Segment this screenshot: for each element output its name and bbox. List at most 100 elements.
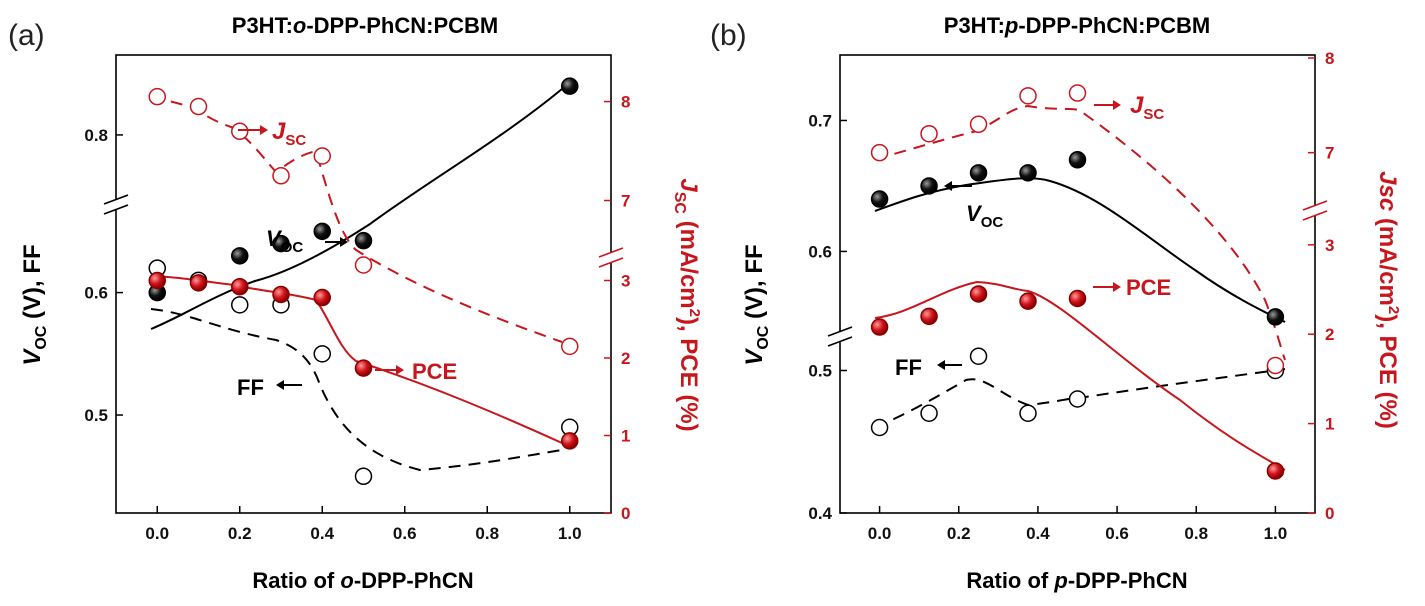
panel-b-left-tick-label: 0.4 — [808, 504, 832, 523]
panel-b-ff-point — [969, 347, 988, 365]
panel-a-ff-point — [313, 345, 331, 363]
panel-a-x-tick-label: 0.4 — [310, 524, 334, 543]
panel-a-left-tick-label: 0.8 — [84, 126, 108, 145]
panel-b-annotations: VOC FF JSC PCE — [895, 92, 1171, 380]
panel-a-right-tick-label: 0 — [621, 504, 630, 523]
panel-a-voc-point — [354, 231, 373, 250]
panel-b-voc-point — [1019, 164, 1037, 182]
panel-a-right-tick-label: 8 — [621, 93, 630, 112]
panel-b-jsc-arrow — [1094, 100, 1121, 110]
panel-b-marks — [870, 84, 1285, 480]
panel-b-ff-arrow — [937, 360, 962, 370]
panel-a-right-break — [598, 247, 624, 268]
panel-b-x-tick-label: 0.8 — [1184, 524, 1208, 543]
panel-b-label: (b) — [710, 19, 747, 52]
panel-b-jsc-point — [920, 124, 938, 143]
panel-a-jsc-point — [561, 337, 579, 356]
panel-b-right-tick-label: 2 — [1325, 325, 1334, 344]
panel-a-voc-line — [150, 88, 563, 330]
panel-b-voc-point — [1068, 151, 1087, 169]
panel-a-pce-line — [150, 275, 563, 444]
panel-b-x-axis-label: Ratio of p-DPP-PhCN — [966, 568, 1187, 593]
panel-b-ff-point — [870, 418, 889, 437]
panel-b-voc-arrow — [944, 181, 972, 191]
panel-b-left-axis-label: VOC (V), FF — [741, 244, 772, 365]
panel-a-voc-point — [561, 77, 579, 95]
panel-a-voc-arrow — [325, 237, 348, 247]
panel-a-pce-point — [561, 432, 579, 450]
panel-b-ff-point — [920, 404, 938, 422]
panel-a: (a) P3HT:o-DPP-PhCN:PCBM 0.0 0.2 0.4 0.6 0.8… — [8, 13, 703, 593]
panel-b-ff-point — [1068, 390, 1087, 408]
panel-b-left-tick-label: 0.6 — [808, 242, 832, 261]
panel-b-left-tick-label: 0.7 — [808, 111, 832, 130]
panel-a-plot-frame — [115, 54, 612, 514]
panel-a-voc-annotation: VOC — [266, 226, 303, 256]
panel-b-right-break — [1302, 200, 1328, 221]
panel-a-right-tick-label: 1 — [621, 427, 630, 446]
panel-a-voc-point — [313, 222, 331, 241]
panel-b-pce-line — [874, 280, 1286, 471]
panel-a-jsc-point — [189, 97, 208, 116]
panel-a-jsc-point — [313, 147, 331, 165]
panel-a-marks — [148, 77, 579, 486]
panel-b-left-tick-label: 0.5 — [808, 362, 832, 381]
panel-a-jsc-arrow — [238, 125, 268, 135]
panel-a-jsc-annotation: JSC — [272, 118, 306, 149]
panel-b-right-tick-label: 7 — [1325, 144, 1334, 163]
panel-b-jsc-point — [870, 143, 889, 162]
panel-b-voc-annotation: VOC — [966, 201, 1003, 231]
panel-a-pce-arrow — [375, 365, 404, 375]
panel-a-left-tick-label: 0.6 — [84, 284, 108, 303]
panel-a-voc-point — [231, 247, 249, 265]
panel-b-jsc-point — [969, 115, 988, 134]
panel-a-jsc-point — [354, 256, 373, 274]
panel-b-voc-line — [874, 177, 1286, 323]
panel-b-plot-frame — [839, 54, 1316, 514]
panel-a-title: P3HT:o-DPP-PhCN:PCBM — [232, 13, 498, 38]
panel-a-pce-point — [354, 359, 373, 377]
panel-b-pce-point — [1019, 292, 1037, 310]
panel-b-x-tick-label: 0.0 — [868, 524, 892, 543]
panel-a-ff-annotation: FF — [237, 375, 264, 400]
panel-b-right-tick-label: 0 — [1325, 504, 1334, 523]
panel-b-voc-point — [920, 177, 938, 195]
panel-b-pce-annotation: PCE — [1126, 275, 1171, 300]
panel-a-x-axis-label: Ratio of o-DPP-PhCN — [252, 568, 473, 593]
panel-a-left-break — [103, 194, 129, 215]
panel-b-right-tick-label: 3 — [1325, 236, 1334, 255]
panel-a-ff-point — [231, 296, 249, 314]
panel-b-voc-point — [1266, 308, 1285, 326]
panel-b-voc-point — [969, 164, 988, 182]
panel-b-x-tick-label: 0.6 — [1105, 524, 1129, 543]
panel-b-pce-point — [969, 285, 988, 303]
panel-a-right-tick-label: 7 — [621, 192, 630, 211]
panel-b-jsc-annotation: JSC — [1130, 92, 1164, 123]
panel-a-pce-annotation: PCE — [412, 359, 457, 384]
panel-a-pce-point — [313, 288, 331, 307]
panel-a-pce-point — [189, 274, 208, 292]
panel-b-jsc-point — [1068, 84, 1087, 102]
panel-a-x-tick-label: 0.8 — [475, 524, 499, 543]
panel-a-lines — [150, 88, 563, 472]
panel-b-pce-point — [870, 318, 889, 336]
panel-a-jsc-point — [231, 122, 249, 141]
panel-a-pce-point — [148, 271, 166, 290]
panel-b-jsc-point — [1019, 87, 1037, 105]
panel-a-x-tick-label: 0.2 — [228, 524, 252, 543]
panel-b-right-tick-label: 1 — [1325, 415, 1334, 434]
panel-b-x-tick-label: 1.0 — [1264, 524, 1288, 543]
panel-a-right-axis-label: JSC (mA/cm2), PCE (%) — [671, 178, 703, 431]
panel-a-x-tick-label: 0.0 — [145, 524, 169, 543]
panel-b-x-tick-label: 0.4 — [1026, 524, 1050, 543]
panel-b-title: P3HT:p-DPP-PhCN:PCBM — [944, 13, 1210, 38]
panel-a-ff-point — [354, 467, 373, 486]
panel-a-voc-point — [272, 234, 290, 253]
panel-a-left-axis-label: VOC (V), FF — [19, 244, 50, 365]
panel-a-axes: 0.0 0.2 0.4 0.6 0.8 1.0 0.5 0.6 0.8 0 1 2 3 7 8 — [84, 93, 630, 543]
panel-a-label: (a) — [8, 19, 45, 52]
panel-b-axes: 0.0 0.2 0.4 0.6 0.8 1.0 0.4 0.5 0.6 0.7 0 1 2 3 7 8 — [808, 49, 1334, 543]
panel-a-annotations: VOC FF JSC PCE — [237, 118, 457, 400]
panel-a-pce-point — [272, 285, 290, 304]
